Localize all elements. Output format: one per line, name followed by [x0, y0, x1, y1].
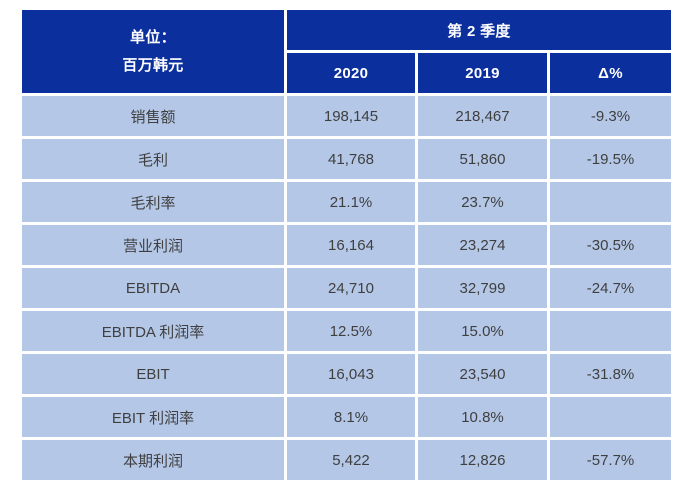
- row-label: EBITDA: [22, 268, 284, 308]
- row-label: EBITDA 利润率: [22, 311, 284, 351]
- row-label: EBIT 利润率: [22, 397, 284, 437]
- unit-header-cell: 单位： 百万韩元: [22, 10, 284, 93]
- cell-2020: 5,422: [287, 440, 415, 480]
- col-header-delta: Δ%: [550, 53, 671, 93]
- row-label: 销售额: [22, 96, 284, 136]
- cell-delta: [550, 311, 671, 351]
- cell-delta: [550, 397, 671, 437]
- cell-delta: -57.7%: [550, 440, 671, 480]
- quarter-header-cell: 第 2 季度: [287, 10, 671, 50]
- table-row: 本期利润 5,422 12,826 -57.7%: [22, 440, 671, 480]
- cell-2020: 198,145: [287, 96, 415, 136]
- cell-2019: 218,467: [418, 96, 547, 136]
- cell-2020: 8.1%: [287, 397, 415, 437]
- unit-label-line2: 百万韩元: [122, 56, 184, 74]
- table-row: 销售额 198,145 218,467 -9.3%: [22, 96, 671, 136]
- cell-2019: 32,799: [418, 268, 547, 308]
- table-row: EBITDA 24,710 32,799 -24.7%: [22, 268, 671, 308]
- cell-2019: 10.8%: [418, 397, 547, 437]
- cell-2020: 21.1%: [287, 182, 415, 222]
- cell-2019: 15.0%: [418, 311, 547, 351]
- cell-2019: 51,860: [418, 139, 547, 179]
- unit-label-line1: 单位：: [130, 28, 176, 46]
- cell-2020: 12.5%: [287, 311, 415, 351]
- col-header-2019: 2019: [418, 53, 547, 93]
- row-label: 本期利润: [22, 440, 284, 480]
- cell-2020: 16,164: [287, 225, 415, 265]
- table-row: 毛利率 21.1% 23.7%: [22, 182, 671, 222]
- cell-2019: 12,826: [418, 440, 547, 480]
- cell-delta: -30.5%: [550, 225, 671, 265]
- table-row: EBIT 利润率 8.1% 10.8%: [22, 397, 671, 437]
- table-body: 销售额 198,145 218,467 -9.3% 毛利 41,768 51,8…: [22, 96, 671, 480]
- cell-delta: -19.5%: [550, 139, 671, 179]
- cell-2019: 23,274: [418, 225, 547, 265]
- cell-2020: 16,043: [287, 354, 415, 394]
- cell-delta: -9.3%: [550, 96, 671, 136]
- header-row-years: 2020 2019 Δ%: [22, 53, 671, 93]
- table-row: 营业利润 16,164 23,274 -30.5%: [22, 225, 671, 265]
- table-row: EBIT 16,043 23,540 -31.8%: [22, 354, 671, 394]
- header-row-quarter: 单位： 百万韩元 第 2 季度: [22, 10, 671, 93]
- cell-delta: -24.7%: [550, 268, 671, 308]
- cell-2020: 24,710: [287, 268, 415, 308]
- table-row: EBITDA 利润率 12.5% 15.0%: [22, 311, 671, 351]
- cell-delta: [550, 182, 671, 222]
- table-row: 毛利 41,768 51,860 -19.5%: [22, 139, 671, 179]
- financial-table: 单位： 百万韩元 第 2 季度 2020 2019 Δ% 销售额 198,145…: [19, 7, 674, 483]
- cell-2019: 23,540: [418, 354, 547, 394]
- cell-delta: -31.8%: [550, 354, 671, 394]
- table-header: 单位： 百万韩元 第 2 季度 2020 2019 Δ%: [22, 10, 671, 93]
- row-label: 营业利润: [22, 225, 284, 265]
- cell-2020: 41,768: [287, 139, 415, 179]
- row-label: 毛利: [22, 139, 284, 179]
- cell-2019: 23.7%: [418, 182, 547, 222]
- col-header-2020: 2020: [287, 53, 415, 93]
- row-label: EBIT: [22, 354, 284, 394]
- row-label: 毛利率: [22, 182, 284, 222]
